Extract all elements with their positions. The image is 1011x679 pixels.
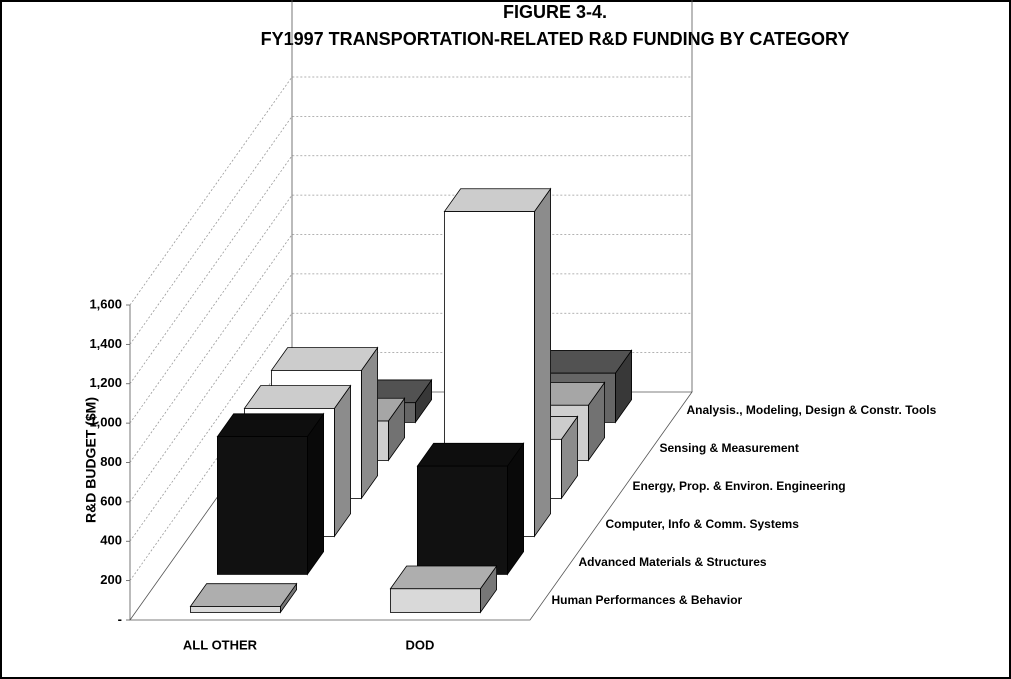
bar: [216, 436, 308, 575]
y-tick-label: 1,200: [89, 375, 122, 390]
y-tick-label: 600: [100, 493, 122, 508]
x-tick-label: ALL OTHER: [183, 637, 258, 652]
bar-side: [534, 187, 551, 538]
chart-subtitle: FY1997 TRANSPORTATION-RELATED R&D FUNDIN…: [261, 29, 850, 49]
bar: [189, 606, 281, 613]
bar-top: [216, 413, 325, 437]
y-axis-title: R&D BUDGET ($M): [83, 397, 99, 523]
series-label: Sensing & Measurement: [660, 441, 799, 455]
y-tick-label: 800: [100, 454, 122, 469]
grid-line: [129, 155, 692, 384]
bar-top: [270, 347, 379, 371]
grid-line: [129, 115, 692, 345]
y-tick-label: -: [118, 611, 122, 626]
grid-line: [129, 234, 692, 463]
chart-title: FIGURE 3-4.: [503, 2, 607, 22]
bar-side: [306, 412, 325, 576]
y-tick-label: 1,400: [89, 336, 122, 351]
series-label: Advanced Materials & Structures: [579, 555, 767, 569]
y-tick-label: 1,600: [89, 296, 122, 311]
bar-top: [243, 385, 352, 409]
bar-top: [416, 442, 525, 467]
y-tick-label: 200: [100, 572, 122, 587]
grid-line: [129, 76, 692, 306]
series-label: Computer, Info & Comm. Systems: [606, 517, 800, 531]
grid-line: [129, 352, 692, 581]
grid-line: [129, 273, 692, 503]
bar-top: [443, 188, 552, 212]
series-label: Human Performances & Behavior: [552, 593, 743, 607]
series-label: Analysis., Modeling, Design & Constr. To…: [687, 403, 937, 417]
grid-line: [129, 312, 692, 542]
grid-line: [129, 194, 692, 424]
y-tick-label: 400: [100, 533, 122, 548]
bar: [389, 588, 481, 613]
bar-top: [189, 583, 298, 607]
bar-top: [389, 565, 498, 590]
series-label: Energy, Prop. & Environ. Engineering: [633, 479, 846, 493]
bar: [416, 465, 508, 575]
bar-side: [333, 384, 352, 538]
y-tick-label: 1,000: [89, 415, 122, 430]
x-tick-label: DOD: [406, 637, 435, 652]
bar-side: [360, 346, 379, 500]
